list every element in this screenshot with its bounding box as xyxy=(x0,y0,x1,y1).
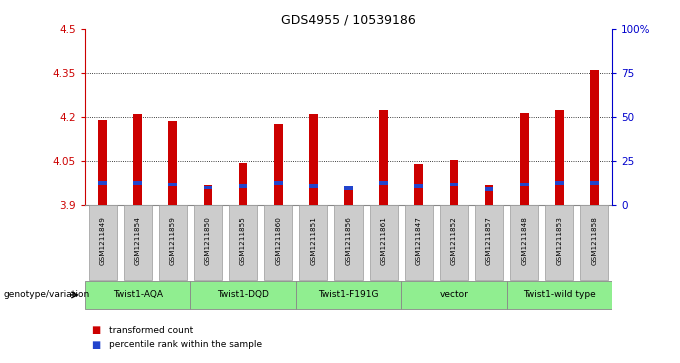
Title: GDS4955 / 10539186: GDS4955 / 10539186 xyxy=(281,13,416,26)
Bar xyxy=(98,120,107,205)
Text: percentile rank within the sample: percentile rank within the sample xyxy=(109,340,262,349)
Bar xyxy=(169,183,177,186)
Text: Twist1-wild type: Twist1-wild type xyxy=(523,290,596,299)
Bar xyxy=(133,114,142,205)
Bar xyxy=(475,205,503,280)
Bar xyxy=(203,184,212,205)
Bar xyxy=(405,205,432,280)
Text: Twist1-F191G: Twist1-F191G xyxy=(318,290,379,299)
Bar xyxy=(98,182,107,185)
Text: transformed count: transformed count xyxy=(109,326,193,335)
Bar xyxy=(169,122,177,205)
Text: GSM1211858: GSM1211858 xyxy=(592,216,598,265)
Bar xyxy=(440,205,468,280)
Bar xyxy=(581,205,609,280)
Bar xyxy=(239,163,248,205)
Bar xyxy=(344,186,353,190)
Bar xyxy=(274,182,283,185)
Bar xyxy=(194,205,222,280)
Bar xyxy=(124,205,152,280)
Bar xyxy=(88,205,117,280)
Bar xyxy=(485,187,494,191)
Text: GSM1211848: GSM1211848 xyxy=(521,216,527,265)
Text: GSM1211847: GSM1211847 xyxy=(415,216,422,265)
Bar xyxy=(229,205,257,280)
Bar xyxy=(401,281,507,309)
Bar xyxy=(309,114,318,205)
Bar xyxy=(344,186,353,205)
Bar xyxy=(335,205,362,280)
Bar xyxy=(239,184,248,188)
Bar xyxy=(485,184,494,205)
Bar xyxy=(296,281,401,309)
Bar xyxy=(309,184,318,188)
Text: GSM1211855: GSM1211855 xyxy=(240,216,246,265)
Bar xyxy=(449,160,458,205)
Bar xyxy=(510,205,539,280)
Bar xyxy=(507,281,612,309)
Bar xyxy=(414,184,423,188)
Bar xyxy=(520,183,528,186)
Bar xyxy=(555,110,564,205)
Text: GSM1211850: GSM1211850 xyxy=(205,216,211,265)
Text: vector: vector xyxy=(439,290,469,299)
Text: GSM1211854: GSM1211854 xyxy=(135,216,141,265)
Bar xyxy=(520,113,528,205)
Text: Twist1-DQD: Twist1-DQD xyxy=(217,290,269,299)
Text: GSM1211856: GSM1211856 xyxy=(345,216,352,265)
Bar xyxy=(379,182,388,185)
Bar xyxy=(158,205,187,280)
Text: ■: ■ xyxy=(92,325,104,335)
Text: GSM1211852: GSM1211852 xyxy=(451,216,457,265)
Bar xyxy=(414,164,423,205)
Text: GSM1211853: GSM1211853 xyxy=(556,216,562,265)
Text: Twist1-AQA: Twist1-AQA xyxy=(113,290,163,299)
Bar xyxy=(133,182,142,185)
Text: genotype/variation: genotype/variation xyxy=(3,290,90,299)
Text: GSM1211859: GSM1211859 xyxy=(170,216,176,265)
Bar xyxy=(85,281,190,309)
Text: GSM1211849: GSM1211849 xyxy=(99,216,105,265)
Text: GSM1211860: GSM1211860 xyxy=(275,216,282,265)
Bar xyxy=(379,110,388,205)
Bar xyxy=(449,183,458,186)
Bar xyxy=(274,125,283,205)
Bar xyxy=(590,182,599,185)
Bar xyxy=(555,182,564,185)
Bar xyxy=(264,205,292,280)
Bar xyxy=(545,205,573,280)
Bar xyxy=(190,281,296,309)
Bar xyxy=(370,205,398,280)
Bar xyxy=(299,205,327,280)
Text: GSM1211851: GSM1211851 xyxy=(310,216,316,265)
Bar xyxy=(203,186,212,189)
Text: GSM1211857: GSM1211857 xyxy=(486,216,492,265)
Text: GSM1211861: GSM1211861 xyxy=(381,216,387,265)
Bar xyxy=(590,70,599,205)
Text: ■: ■ xyxy=(92,340,104,350)
